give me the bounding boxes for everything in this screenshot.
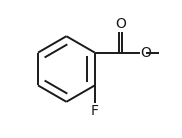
Text: O: O <box>141 46 151 60</box>
Text: F: F <box>91 104 99 118</box>
Text: O: O <box>115 17 126 31</box>
